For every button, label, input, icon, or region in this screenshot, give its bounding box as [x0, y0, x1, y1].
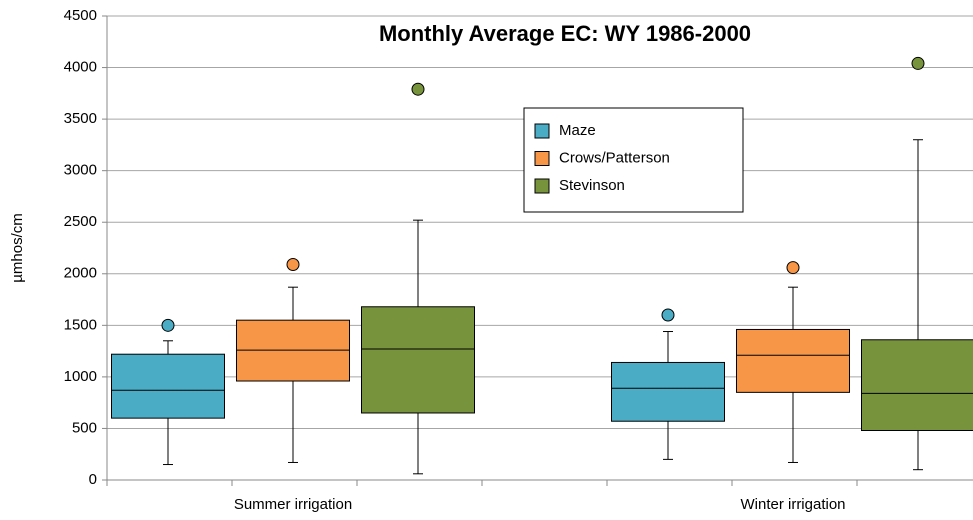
legend-swatch	[534, 151, 550, 166]
outlier	[411, 82, 425, 96]
y-tick-label: 4500	[64, 7, 97, 24]
y-tick-label: 1000	[64, 368, 97, 385]
outlier	[661, 308, 675, 322]
legend-swatch	[534, 178, 550, 194]
outlier	[786, 261, 800, 275]
x-tick-label: Winter irrigation	[740, 496, 845, 513]
y-tick-label: 500	[72, 419, 97, 436]
legend-swatch	[534, 123, 550, 139]
legend-label: Stevinson	[559, 177, 625, 194]
outlier	[286, 257, 300, 271]
legend-label: Maze	[559, 122, 596, 139]
y-tick-label: 3000	[64, 162, 97, 179]
chart-title: Monthly Average EC: WY 1986-2000	[379, 21, 751, 46]
box	[236, 319, 350, 382]
x-tick-label: Summer irrigation	[234, 496, 352, 513]
box	[611, 361, 725, 422]
box	[361, 306, 475, 414]
y-tick-label: 2000	[64, 265, 97, 282]
outlier	[911, 56, 925, 70]
y-tick-label: 1500	[64, 316, 97, 333]
y-tick-label: 3500	[64, 110, 97, 127]
box	[111, 353, 225, 419]
legend	[523, 107, 744, 213]
y-axis-label: µmhos/cm	[9, 213, 26, 283]
y-tick-label: 2500	[64, 213, 97, 230]
box	[861, 339, 973, 432]
y-tick-label: 4000	[64, 59, 97, 76]
box	[736, 328, 850, 393]
legend-label: Crows/Patterson	[559, 149, 670, 166]
outlier	[161, 318, 175, 332]
y-tick-label: 0	[89, 471, 97, 488]
